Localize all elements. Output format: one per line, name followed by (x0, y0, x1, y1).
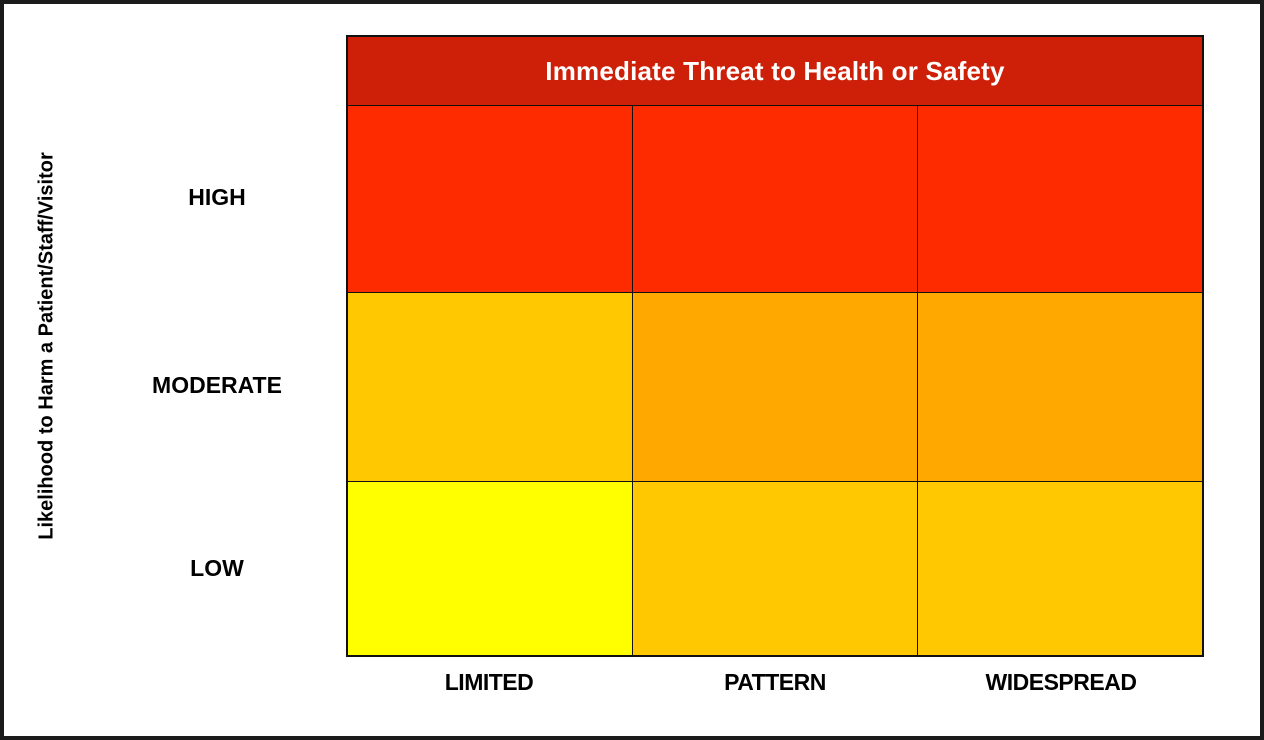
column-labels: LIMITED PATTERN WIDESPREAD (346, 664, 1204, 700)
matrix-cell-high-limited (348, 106, 632, 292)
severity-matrix: Immediate Threat to Health or Safety (346, 35, 1204, 657)
matrix-cell-moderate-pattern (633, 293, 917, 481)
y-axis-title: Likelihood to Harm a Patient/Staff/Visit… (35, 152, 58, 540)
matrix-cell-low-widespread (918, 482, 1202, 655)
col-label-limited: LIMITED (444, 668, 534, 695)
matrix-cell-high-pattern (633, 106, 917, 292)
row-label-moderate: MODERATE (152, 371, 282, 398)
row-label-spacer (92, 35, 342, 103)
matrix-cell-moderate-widespread (918, 293, 1202, 481)
y-axis-title-container: Likelihood to Harm a Patient/Staff/Visit… (12, 35, 82, 657)
col-label-pattern: PATTERN (724, 668, 826, 695)
matrix-cell-high-widespread (918, 106, 1202, 292)
matrix-cell-moderate-limited (348, 293, 632, 481)
matrix-cell-low-limited (348, 482, 632, 655)
row-label-low: LOW (190, 555, 244, 581)
row-labels: HIGH MODERATE LOW (92, 35, 342, 657)
matrix-title-bar: Immediate Threat to Health or Safety (348, 37, 1202, 105)
col-label-widespread: WIDESPREAD (985, 668, 1137, 695)
row-label-high: HIGH (188, 183, 246, 210)
matrix-cell-low-pattern (633, 482, 917, 655)
